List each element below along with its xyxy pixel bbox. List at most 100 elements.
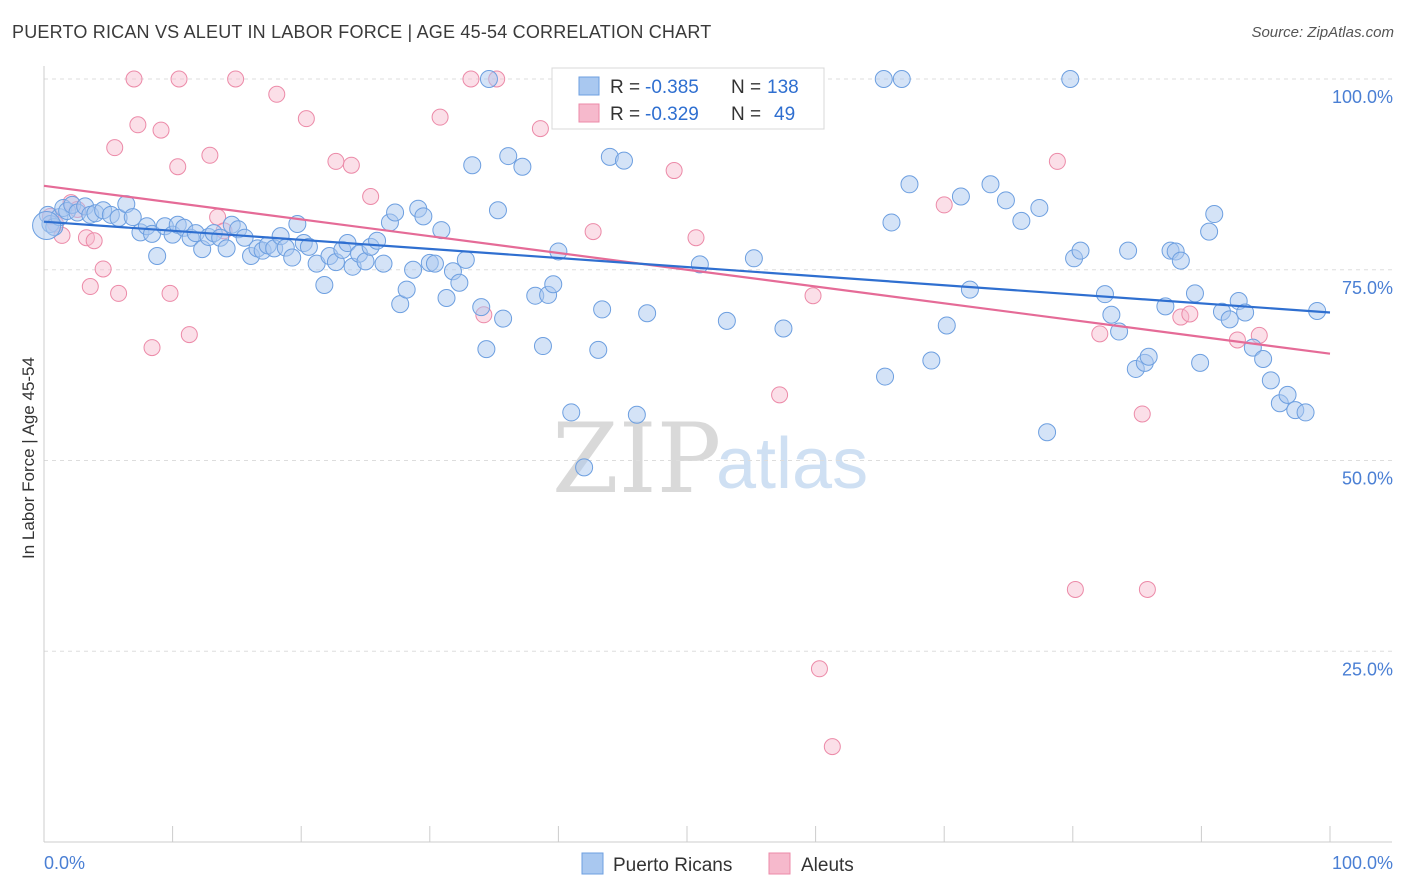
data-point-aleuts <box>81 278 99 296</box>
data-point-puerto-ricans <box>1205 205 1224 224</box>
y-tick-label: 100.0% <box>1332 87 1393 107</box>
data-point-aleuts <box>125 70 143 88</box>
data-point-puerto-ricans <box>479 70 498 88</box>
data-point-aleuts <box>1066 580 1084 598</box>
data-point-aleuts <box>1091 325 1109 343</box>
chart-title: PUERTO RICAN VS ALEUT IN LABOR FORCE | A… <box>12 22 712 42</box>
legend-r-label-2: R = <box>610 104 640 125</box>
data-point-puerto-ricans <box>627 405 646 424</box>
data-point-puerto-ricans <box>374 254 393 273</box>
data-point-puerto-ricans <box>456 250 475 269</box>
legend-swatch-puerto-ricans <box>578 76 600 96</box>
data-point-puerto-ricans <box>1185 284 1204 303</box>
data-point-puerto-ricans <box>774 319 793 338</box>
data-point-aleuts <box>327 152 345 170</box>
data-point-puerto-ricans <box>1236 303 1255 322</box>
data-point-puerto-ricans <box>717 311 736 330</box>
data-point-puerto-ricans <box>996 191 1015 210</box>
legend-swatch-aleuts <box>578 103 600 123</box>
y-tick-label: 75.0% <box>1342 278 1393 298</box>
data-point-aleuts <box>143 339 161 357</box>
data-point-puerto-ricans <box>513 157 532 176</box>
data-point-puerto-ricans <box>1296 403 1315 422</box>
data-point-puerto-ricans <box>499 147 518 166</box>
data-point-puerto-ricans <box>1038 423 1057 442</box>
data-point-puerto-ricans <box>235 228 254 247</box>
data-point-aleuts <box>1138 580 1156 598</box>
legend-n-value-1: 138 <box>767 77 799 98</box>
legend-n-label-1: N = <box>731 77 761 98</box>
data-point-puerto-ricans <box>960 280 979 299</box>
data-point-puerto-ricans <box>892 70 911 88</box>
x-tick-label-max: 100.0% <box>1332 853 1393 873</box>
data-point-puerto-ricans <box>1261 371 1280 390</box>
data-point-puerto-ricans <box>593 300 612 319</box>
data-point-puerto-ricans <box>494 309 513 328</box>
data-point-puerto-ricans <box>1278 385 1297 404</box>
data-point-aleuts <box>152 121 170 139</box>
data-point-puerto-ricans <box>1095 285 1114 304</box>
data-point-puerto-ricans <box>533 337 552 356</box>
watermark-atlas: atlas <box>716 424 868 504</box>
data-point-puerto-ricans <box>404 260 423 279</box>
tick-labels: 25.0% 50.0% 75.0% 100.0% 0.0% 100.0% <box>44 87 1393 873</box>
data-point-aleuts <box>810 660 828 678</box>
data-point-puerto-ricans <box>874 70 893 88</box>
data-point-puerto-ricans <box>1071 241 1090 260</box>
data-point-aleuts <box>804 287 822 305</box>
data-point-puerto-ricans <box>299 237 318 256</box>
y-tick-label: 25.0% <box>1342 659 1393 679</box>
trend-lines <box>43 184 1331 355</box>
data-point-aleuts <box>531 120 549 138</box>
data-point-puerto-ricans <box>1254 350 1273 369</box>
bottom-swatch-aleuts <box>768 852 791 875</box>
data-point-aleuts <box>665 162 683 180</box>
data-point-puerto-ricans <box>1102 305 1121 324</box>
data-point-aleuts <box>1172 308 1190 326</box>
data-point-puerto-ricans <box>1119 241 1138 260</box>
data-point-aleuts <box>227 70 245 88</box>
data-point-aleuts <box>94 260 112 278</box>
data-point-puerto-ricans <box>1030 198 1049 217</box>
data-point-puerto-ricans <box>123 208 142 227</box>
data-point-puerto-ricans <box>562 403 581 422</box>
data-point-aleuts <box>106 139 124 157</box>
data-point-aleuts <box>462 70 480 88</box>
data-point-puerto-ricans <box>1139 347 1158 366</box>
data-point-aleuts <box>935 196 953 214</box>
data-point-aleuts <box>161 284 179 302</box>
y-axis-label: In Labor Force | Age 45-54 <box>19 357 38 559</box>
data-point-puerto-ricans <box>1171 251 1190 270</box>
data-point-puerto-ricans <box>148 247 167 266</box>
data-point-puerto-ricans <box>544 275 563 294</box>
bottom-legend-aleuts: Aleuts <box>801 855 854 876</box>
data-point-puerto-ricans <box>397 280 416 299</box>
data-point-puerto-ricans <box>937 316 956 335</box>
data-point-puerto-ricans <box>217 239 236 258</box>
x-tick-label-min: 0.0% <box>44 853 85 873</box>
data-point-aleuts <box>342 156 360 174</box>
data-point-puerto-ricans <box>463 156 482 175</box>
data-point-puerto-ricans <box>1012 211 1031 230</box>
data-point-aleuts <box>297 110 315 128</box>
data-point-puerto-ricans <box>315 276 334 295</box>
data-point-aleuts <box>1133 405 1151 423</box>
data-point-aleuts <box>180 326 198 344</box>
data-point-aleuts <box>129 116 147 134</box>
source-label: Source: ZipAtlas.com <box>1251 24 1394 41</box>
trend-line-aleuts <box>43 184 1331 355</box>
data-point-aleuts <box>584 223 602 241</box>
data-point-puerto-ricans <box>951 187 970 206</box>
data-point-aleuts <box>85 232 103 250</box>
legend-r-value-1: -0.385 <box>645 77 699 98</box>
legend-n-value-2: 49 <box>774 104 795 125</box>
data-point-aleuts <box>268 85 286 103</box>
data-point-puerto-ricans <box>638 304 657 323</box>
data-point-aleuts <box>110 284 128 302</box>
data-point-puerto-ricans <box>450 273 469 292</box>
grid-lines <box>44 78 1392 652</box>
data-point-aleuts <box>431 108 449 126</box>
series-legend: Puerto Ricans Aleuts <box>581 852 854 876</box>
data-point-aleuts <box>771 386 789 404</box>
